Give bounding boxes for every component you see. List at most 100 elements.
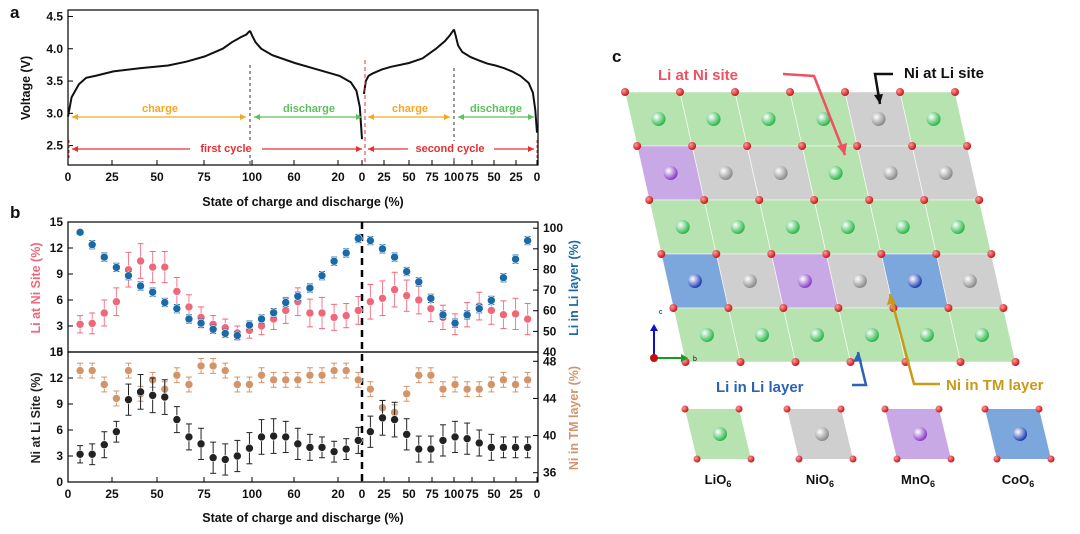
legend-oxygen-atom <box>747 455 755 463</box>
ni-at-li-point <box>414 435 424 463</box>
panel-b-marks <box>75 228 532 476</box>
ni-in-tm-marker <box>450 380 460 389</box>
discharge-label-2: discharge <box>470 103 522 115</box>
oxygen-atom <box>999 304 1008 312</box>
ni-at-li-point <box>257 419 266 455</box>
li-in-li-point <box>390 252 399 262</box>
ni-in-tm-point <box>366 381 375 398</box>
li-in-li-marker <box>329 256 339 266</box>
panel-b-xtick-label: 25 <box>105 487 119 501</box>
li-at-ni-point <box>341 302 351 329</box>
li-at-ni-point <box>160 250 170 284</box>
li-in-li-point <box>450 318 460 328</box>
li-at-ni-point <box>499 300 508 330</box>
li-in-li-marker <box>317 271 327 280</box>
li-in-li-point <box>378 244 387 254</box>
ni-in-tm-marker <box>112 394 121 403</box>
legend-oxygen-atom <box>693 455 701 463</box>
panel-a-xtick-label: 0 <box>359 170 366 184</box>
legend-oxygen-atom <box>947 455 955 463</box>
ni-in-tm-marker <box>208 361 218 371</box>
panel-a-xtick-label: 50 <box>487 170 501 184</box>
panel-a-xtick-label: 100 <box>444 170 464 184</box>
atom-li <box>651 112 666 126</box>
li-in-li-point <box>208 324 218 334</box>
ni-in-tm-point <box>172 367 182 384</box>
ni-at-li-point <box>160 379 170 415</box>
legend-oxygen-atom <box>795 455 803 463</box>
panel-a-xtick-label: 20 <box>331 170 345 184</box>
ni-in-tm-point <box>317 367 327 384</box>
ni-at-li-marker <box>487 443 496 452</box>
li-in-li-point <box>293 291 303 301</box>
oxygen-atom <box>877 250 886 258</box>
li-in-li-point <box>487 295 496 306</box>
panel-b-bottom-right-ylabel: Ni in TM layer (%) <box>567 366 581 470</box>
axis-b-label: b <box>693 356 697 363</box>
oxygen-atom <box>963 142 972 150</box>
ni-in-tm-point <box>184 376 194 393</box>
panel-a-curves <box>67 28 538 160</box>
ni-in-tm-marker <box>511 380 520 389</box>
oxygen-atom <box>791 358 800 366</box>
legend-atom <box>1013 427 1027 441</box>
legend-oxygen-atom <box>849 455 857 463</box>
panel-b-xtick-label: 100 <box>242 487 262 501</box>
oxygen-atom <box>920 196 929 204</box>
ni-in-tm-marker <box>245 380 254 389</box>
ni-at-li-point <box>402 418 411 451</box>
ni-at-li-marker <box>414 444 424 454</box>
panel-a-voltage-chart: a 2.53.03.54.04.5 0 25 50 75 100 60 20 0 25 50 75 1… <box>10 3 541 209</box>
oxygen-atom <box>736 358 745 366</box>
ni-in-tm-point <box>487 376 496 393</box>
legend-oxygen-atom <box>981 405 989 413</box>
atom-li <box>895 220 910 234</box>
oxygen-atom <box>841 88 849 96</box>
li-at-ni-marker <box>487 306 496 315</box>
panel-a-xtick-label: 50 <box>150 170 164 184</box>
top-right-ytick-label: 70 <box>543 283 557 297</box>
legend-item-lio: LiO6 <box>681 405 755 489</box>
panel-a-ytick-label: 3.0 <box>46 106 63 120</box>
ni-in-tm-marker <box>329 366 339 375</box>
ni-at-li-point <box>99 431 109 459</box>
ni-at-li-point <box>208 441 218 474</box>
ni-at-li-marker <box>378 413 387 423</box>
legend-label-subscript: 6 <box>726 479 731 489</box>
ni-at-li-point <box>426 435 436 463</box>
ni-at-li-marker <box>184 432 194 442</box>
ni-at-li-point <box>233 439 242 473</box>
ni-in-tm-marker <box>305 370 315 380</box>
panel-b-xtick-label: 0 <box>534 487 541 501</box>
ni-in-tm-point <box>462 381 472 398</box>
atom-li <box>840 220 855 234</box>
li-at-ni-point <box>305 298 315 328</box>
ni-at-li-point <box>523 436 532 459</box>
oxygen-atom <box>853 142 862 150</box>
bottom-right-ytick-label: 36 <box>543 466 557 480</box>
li-in-li-marker <box>99 252 109 262</box>
oxygen-atom <box>700 196 709 204</box>
first-cycle-arrow: first cycle <box>72 141 362 155</box>
li-in-li-marker <box>402 267 411 276</box>
legend-label: NiO6 <box>806 472 834 489</box>
ni-at-li-point <box>220 443 230 476</box>
li-at-ni-marker <box>305 308 315 318</box>
panel-b-xtick-label: 25 <box>377 487 391 501</box>
oxygen-atom <box>956 358 965 366</box>
li-in-li-point <box>462 310 472 320</box>
li-at-ni-marker <box>499 310 508 320</box>
atom-mn <box>663 166 678 180</box>
legend-label-subscript: 6 <box>829 479 834 489</box>
atom-ni <box>871 112 886 126</box>
oxygen-atom <box>743 142 752 150</box>
li-in-li-marker <box>208 325 218 334</box>
li-at-ni-point <box>99 299 109 327</box>
ni-in-tm-marker <box>402 389 411 399</box>
second-cycle-label: second cycle <box>415 143 484 155</box>
top-left-ytick-label: 15 <box>50 215 64 229</box>
bottom-left-ytick-label: 3 <box>56 449 63 463</box>
panel-b-top-right-ylabel: Li in Li layer (%) <box>567 240 581 336</box>
ni-at-li-point <box>499 436 508 459</box>
li-at-ni-point <box>329 303 339 331</box>
